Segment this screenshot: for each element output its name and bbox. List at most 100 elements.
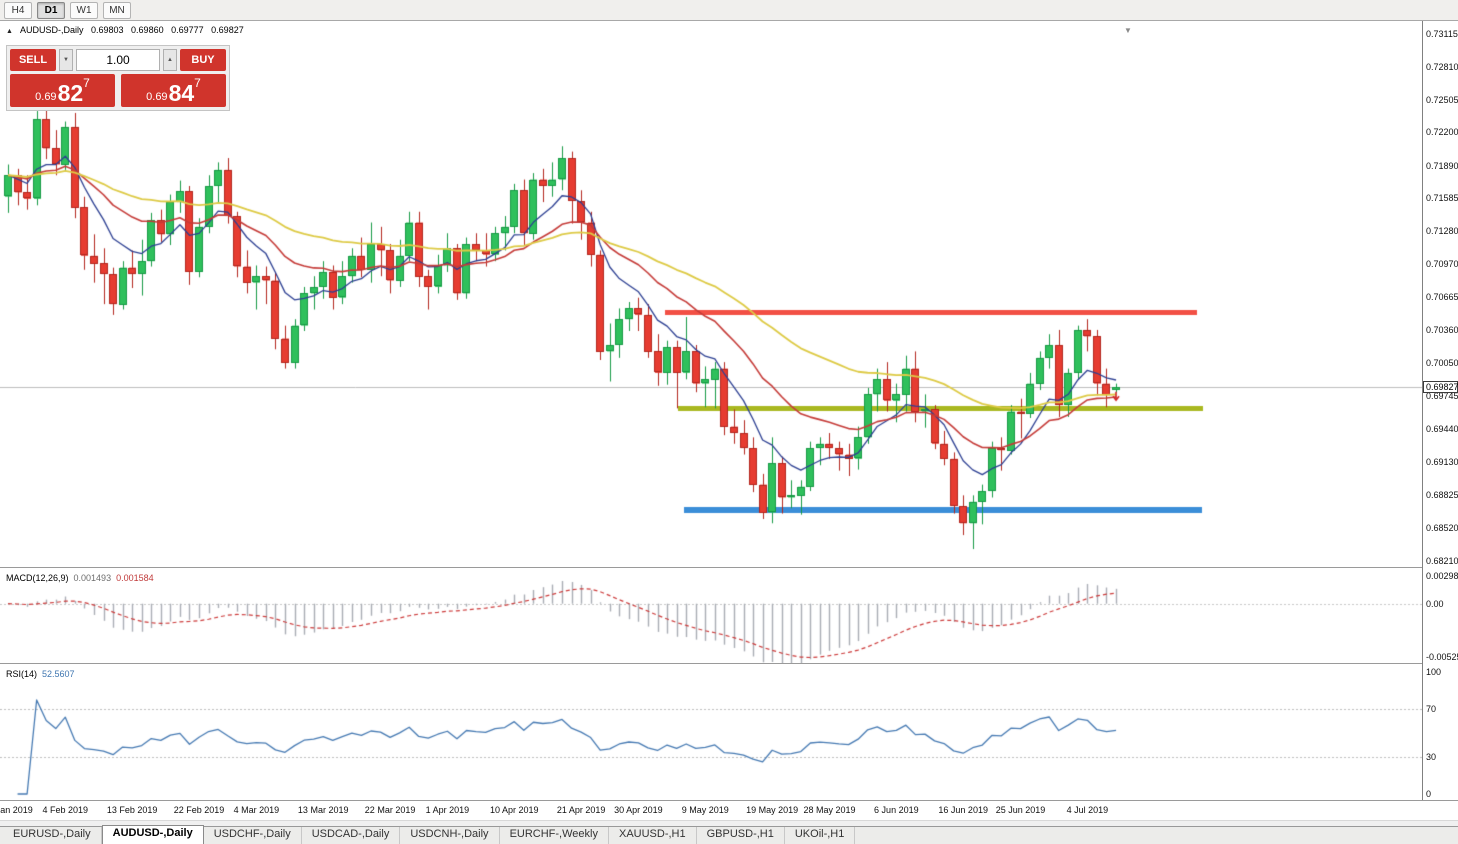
price-axis-label: 0.71890 [1426,160,1458,171]
date-axis-label: 4 Mar 2019 [233,805,280,815]
chart-symbol-header: ▲ AUDUSD-,Daily 0.69803 0.69860 0.69777 … [6,25,249,35]
current-price-tag: 0.69827 [1423,381,1458,394]
date-axis-label: 4 Feb 2019 [42,805,89,815]
volume-spin-up[interactable]: ▲ [163,49,177,71]
panel-separator-macd[interactable] [0,567,1458,570]
date-axis-label: 30 Apr 2019 [614,805,663,815]
volume-spin-down[interactable]: ▼ [59,49,73,71]
price-axis-label: 0.72505 [1426,94,1458,105]
price-axis-label: 0.68825 [1426,489,1458,500]
horizontal-scrollbar[interactable] [0,820,1458,826]
tab-xauusd-h1[interactable]: XAUUSD-,H1 [609,827,697,844]
rsi-axis-label: 100 [1426,667,1442,677]
timeframe-button-mn[interactable]: MN [103,1,131,19]
price-axis-label: 0.69440 [1426,423,1458,434]
macd-main-value: 0.001493 [73,573,112,583]
toolbar: H4 D1 W1 MN [0,0,1458,21]
one-click-top-row: SELL ▼ 1.00 ▲ BUY [10,49,226,71]
price-axis-label: 0.70970 [1426,259,1458,270]
sell-price-point: 7 [83,76,90,90]
ohlc-open: 0.69803 [90,25,124,35]
date-axis-label: 4 Jul 2019 [1066,805,1109,815]
sell-button[interactable]: SELL [10,49,56,71]
timeframe-button-w1[interactable]: W1 [70,1,98,19]
tab-eurchf-weekly[interactable]: EURCHF-,Weekly [500,827,609,844]
tab-usdcad-daily[interactable]: USDCAD-,Daily [302,827,401,844]
rsi-indicator-canvas[interactable] [0,666,1422,800]
rsi-axis-label: 0 [1426,789,1432,799]
buy-price-display[interactable]: 0.69 84 7 [121,74,226,107]
chart-shift-marker-icon: ▼ [1124,26,1132,35]
rsi-axis-label: 30 [1426,752,1437,763]
panel-separator-rsi[interactable] [0,663,1458,666]
date-axis-label: 25 Jun 2019 [995,805,1046,815]
price-axis-label: 0.73115 [1426,28,1458,39]
date-axis-label: 19 May 2019 [746,805,799,815]
buy-price-pips: 84 [168,80,195,106]
rsi-indicator-label: RSI(14) 52.5607 [6,669,80,679]
buy-price-prefix: 0.69 [146,91,168,103]
tab-usdcnh-daily[interactable]: USDCNH-,Daily [400,827,500,844]
sell-price-pips: 82 [57,80,84,106]
price-axis-label: 0.70050 [1426,358,1458,369]
chart-window: ▲ AUDUSD-,Daily 0.69803 0.69860 0.69777 … [0,21,1458,826]
date-axis-label: 13 Feb 2019 [106,805,158,815]
rsi-axis-label: 70 [1426,703,1437,714]
date-axis-label: 10 Apr 2019 [489,805,539,815]
ohlc-low: 0.69777 [171,25,204,35]
date-axis-label: 1 Apr 2019 [425,805,470,815]
sell-price-display[interactable]: 0.69 82 7 [10,74,115,107]
timeframe-buttons: H4 D1 W1 MN [4,1,131,19]
one-click-price-row: 0.69 82 7 0.69 84 7 [10,74,226,107]
price-axis[interactable]: 0.73115 0.72810 0.72505 0.72200 0.71890 0.715… [1422,21,1458,800]
one-click-trading-panel: SELL ▼ 1.00 ▲ BUY 0.69 82 7 0.69 84 7 [6,45,230,111]
price-axis-label: 0.69130 [1426,457,1458,468]
price-axis-label: 0.68210 [1426,555,1458,566]
date-axis-label: 22 Feb 2019 [173,805,225,815]
macd-indicator-label: MACD(12,26,9) 0.001493 0.001584 [6,573,159,583]
date-axis-label: 16 Jun 2019 [938,805,988,815]
timeframe-button-d1[interactable]: D1 [37,1,65,19]
buy-price-point: 7 [194,76,201,90]
date-axis-label: 22 Mar 2019 [364,805,416,815]
time-axis[interactable]: 25 Jan 2019 4 Feb 2019 13 Feb 2019 22 Feb 2… [0,800,1458,820]
ohlc-close: 0.69827 [211,25,244,35]
tab-gbpusd-h1[interactable]: GBPUSD-,H1 [697,827,785,844]
price-axis-label: 0.70360 [1426,324,1458,335]
chart-tabs-bar: EURUSD-,Daily AUDUSD-,Daily USDCHF-,Daily U… [0,825,1458,844]
ohlc-high: 0.69860 [131,25,164,35]
macd-axis-label: 0.00 [1426,598,1444,609]
date-axis-label: 28 May 2019 [803,805,856,815]
macd-signal-value: 0.001584 [116,573,154,583]
price-axis-label: 0.71280 [1426,226,1458,237]
price-axis-label: 0.68520 [1426,522,1458,533]
price-axis-label: 0.72200 [1426,127,1458,138]
date-axis-label: 13 Mar 2019 [297,805,349,815]
one-click-collapse-icon[interactable]: ▲ [6,28,13,35]
rsi-value: 52.5607 [42,669,75,679]
rsi-name: RSI(14) [6,669,38,679]
buy-button[interactable]: BUY [180,49,226,71]
price-axis-label: 0.69745 [1426,390,1458,401]
price-axis-label: 0.70665 [1426,292,1458,303]
price-axis-label: 0.72810 [1426,61,1458,72]
macd-axis-label: 0.002984 [1426,571,1458,581]
macd-axis-label: -0.00525 [1426,652,1458,662]
macd-name: MACD(12,26,9) [6,573,69,583]
date-axis-label: 25 Jan 2019 [0,805,33,815]
volume-input[interactable]: 1.00 [76,49,160,71]
tab-usdchf-daily[interactable]: USDCHF-,Daily [204,827,302,844]
sell-price-prefix: 0.69 [35,91,57,103]
macd-indicator-canvas[interactable] [0,570,1422,663]
date-axis-label: 21 Apr 2019 [556,805,606,815]
timeframe-button-h4[interactable]: H4 [4,1,32,19]
date-axis-label: 9 May 2019 [681,805,729,815]
price-axis-label: 0.71585 [1426,193,1458,204]
tab-ukoil-h1[interactable]: UKOil-,H1 [785,827,856,844]
chart-title: AUDUSD-,Daily [19,25,84,35]
tab-audusd-daily[interactable]: AUDUSD-,Daily [101,825,204,844]
tab-eurusd-daily[interactable]: EURUSD-,Daily [3,827,102,844]
main-chart-canvas[interactable] [0,21,1422,567]
date-axis-label: 6 Jun 2019 [874,805,919,815]
